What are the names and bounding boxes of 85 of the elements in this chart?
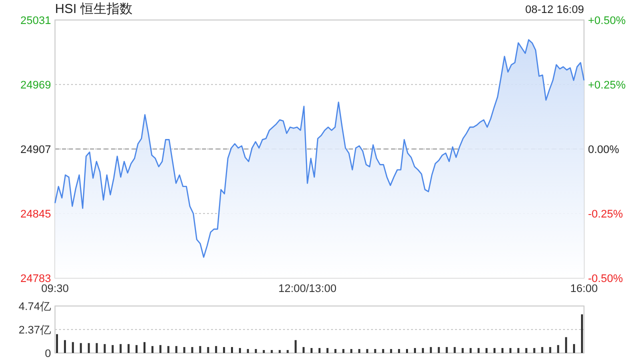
bar <box>191 347 194 353</box>
bar <box>470 348 472 353</box>
bar <box>262 350 265 353</box>
bar <box>64 340 66 353</box>
bar <box>175 346 178 353</box>
bar <box>509 348 512 353</box>
bar <box>517 348 520 353</box>
bar <box>254 349 257 353</box>
bar <box>270 350 273 353</box>
bar <box>223 347 226 353</box>
bar <box>486 348 488 353</box>
bar <box>238 348 241 353</box>
bar <box>581 314 583 353</box>
y-tick-label: 0 <box>44 348 51 360</box>
bar <box>366 349 368 353</box>
bar <box>294 340 297 353</box>
bar <box>167 346 170 353</box>
bar <box>350 349 352 353</box>
bar <box>446 347 448 353</box>
bar <box>342 349 344 353</box>
bar <box>573 344 576 353</box>
x-tick-label: 09:30 <box>41 283 69 295</box>
bar <box>414 348 416 353</box>
bar <box>390 349 392 353</box>
bar <box>278 350 281 353</box>
y2-tick-label: +0.25% <box>588 80 626 92</box>
bar <box>334 349 336 353</box>
y2-tick-label: -0.25% <box>588 208 624 220</box>
bar <box>215 346 218 353</box>
bar <box>72 342 74 353</box>
bar <box>525 348 528 353</box>
bar <box>462 348 464 353</box>
bar <box>557 345 560 353</box>
bar <box>128 344 130 353</box>
y-tick-label: 25031 <box>20 15 51 27</box>
y-tick-label: 24907 <box>20 144 51 156</box>
y-tick-label: 2.37亿 <box>18 324 51 336</box>
bar <box>183 347 186 353</box>
y2-tick-label: 0.00% <box>588 144 620 156</box>
bar <box>207 347 210 353</box>
bar <box>430 347 432 353</box>
y2-tick-label: +0.50% <box>588 15 626 27</box>
y-tick-label: 4.74亿 <box>18 301 51 313</box>
bar <box>382 349 384 353</box>
bar <box>136 345 138 353</box>
bar <box>151 346 154 353</box>
bar <box>104 344 106 353</box>
bar <box>318 348 320 353</box>
x-tick-label: 16:00 <box>570 283 598 295</box>
bar <box>358 349 360 353</box>
chart-title: HSI 恒生指数 <box>55 1 132 16</box>
y2-tick-label: -0.50% <box>588 273 624 285</box>
bar <box>438 347 440 353</box>
bar <box>80 343 82 353</box>
bar <box>96 343 98 353</box>
bar <box>286 350 289 353</box>
bar <box>422 348 424 353</box>
bar <box>302 347 305 353</box>
bar <box>406 349 408 353</box>
bar <box>120 344 122 353</box>
bar <box>454 347 456 353</box>
bar <box>478 348 480 353</box>
y-tick-label: 24969 <box>20 80 51 92</box>
bar <box>533 348 536 353</box>
bar <box>144 342 146 353</box>
bar <box>159 345 162 353</box>
y-tick-label: 24783 <box>20 273 51 285</box>
bar <box>326 348 328 353</box>
bar <box>541 347 544 353</box>
bar <box>199 346 202 353</box>
bar <box>494 348 496 353</box>
bar <box>246 349 249 353</box>
bar <box>549 347 552 353</box>
bar <box>374 349 376 353</box>
bar <box>231 347 233 353</box>
bar <box>88 343 90 353</box>
bar <box>56 334 58 353</box>
x-tick-label: 12:00/13:00 <box>278 283 336 295</box>
bar <box>501 348 504 353</box>
bar <box>310 348 313 353</box>
y-tick-label: 24845 <box>20 208 51 220</box>
bar <box>398 349 400 353</box>
bar <box>565 337 568 353</box>
bar <box>112 345 114 353</box>
text: 08-12 16:09 <box>525 4 584 16</box>
